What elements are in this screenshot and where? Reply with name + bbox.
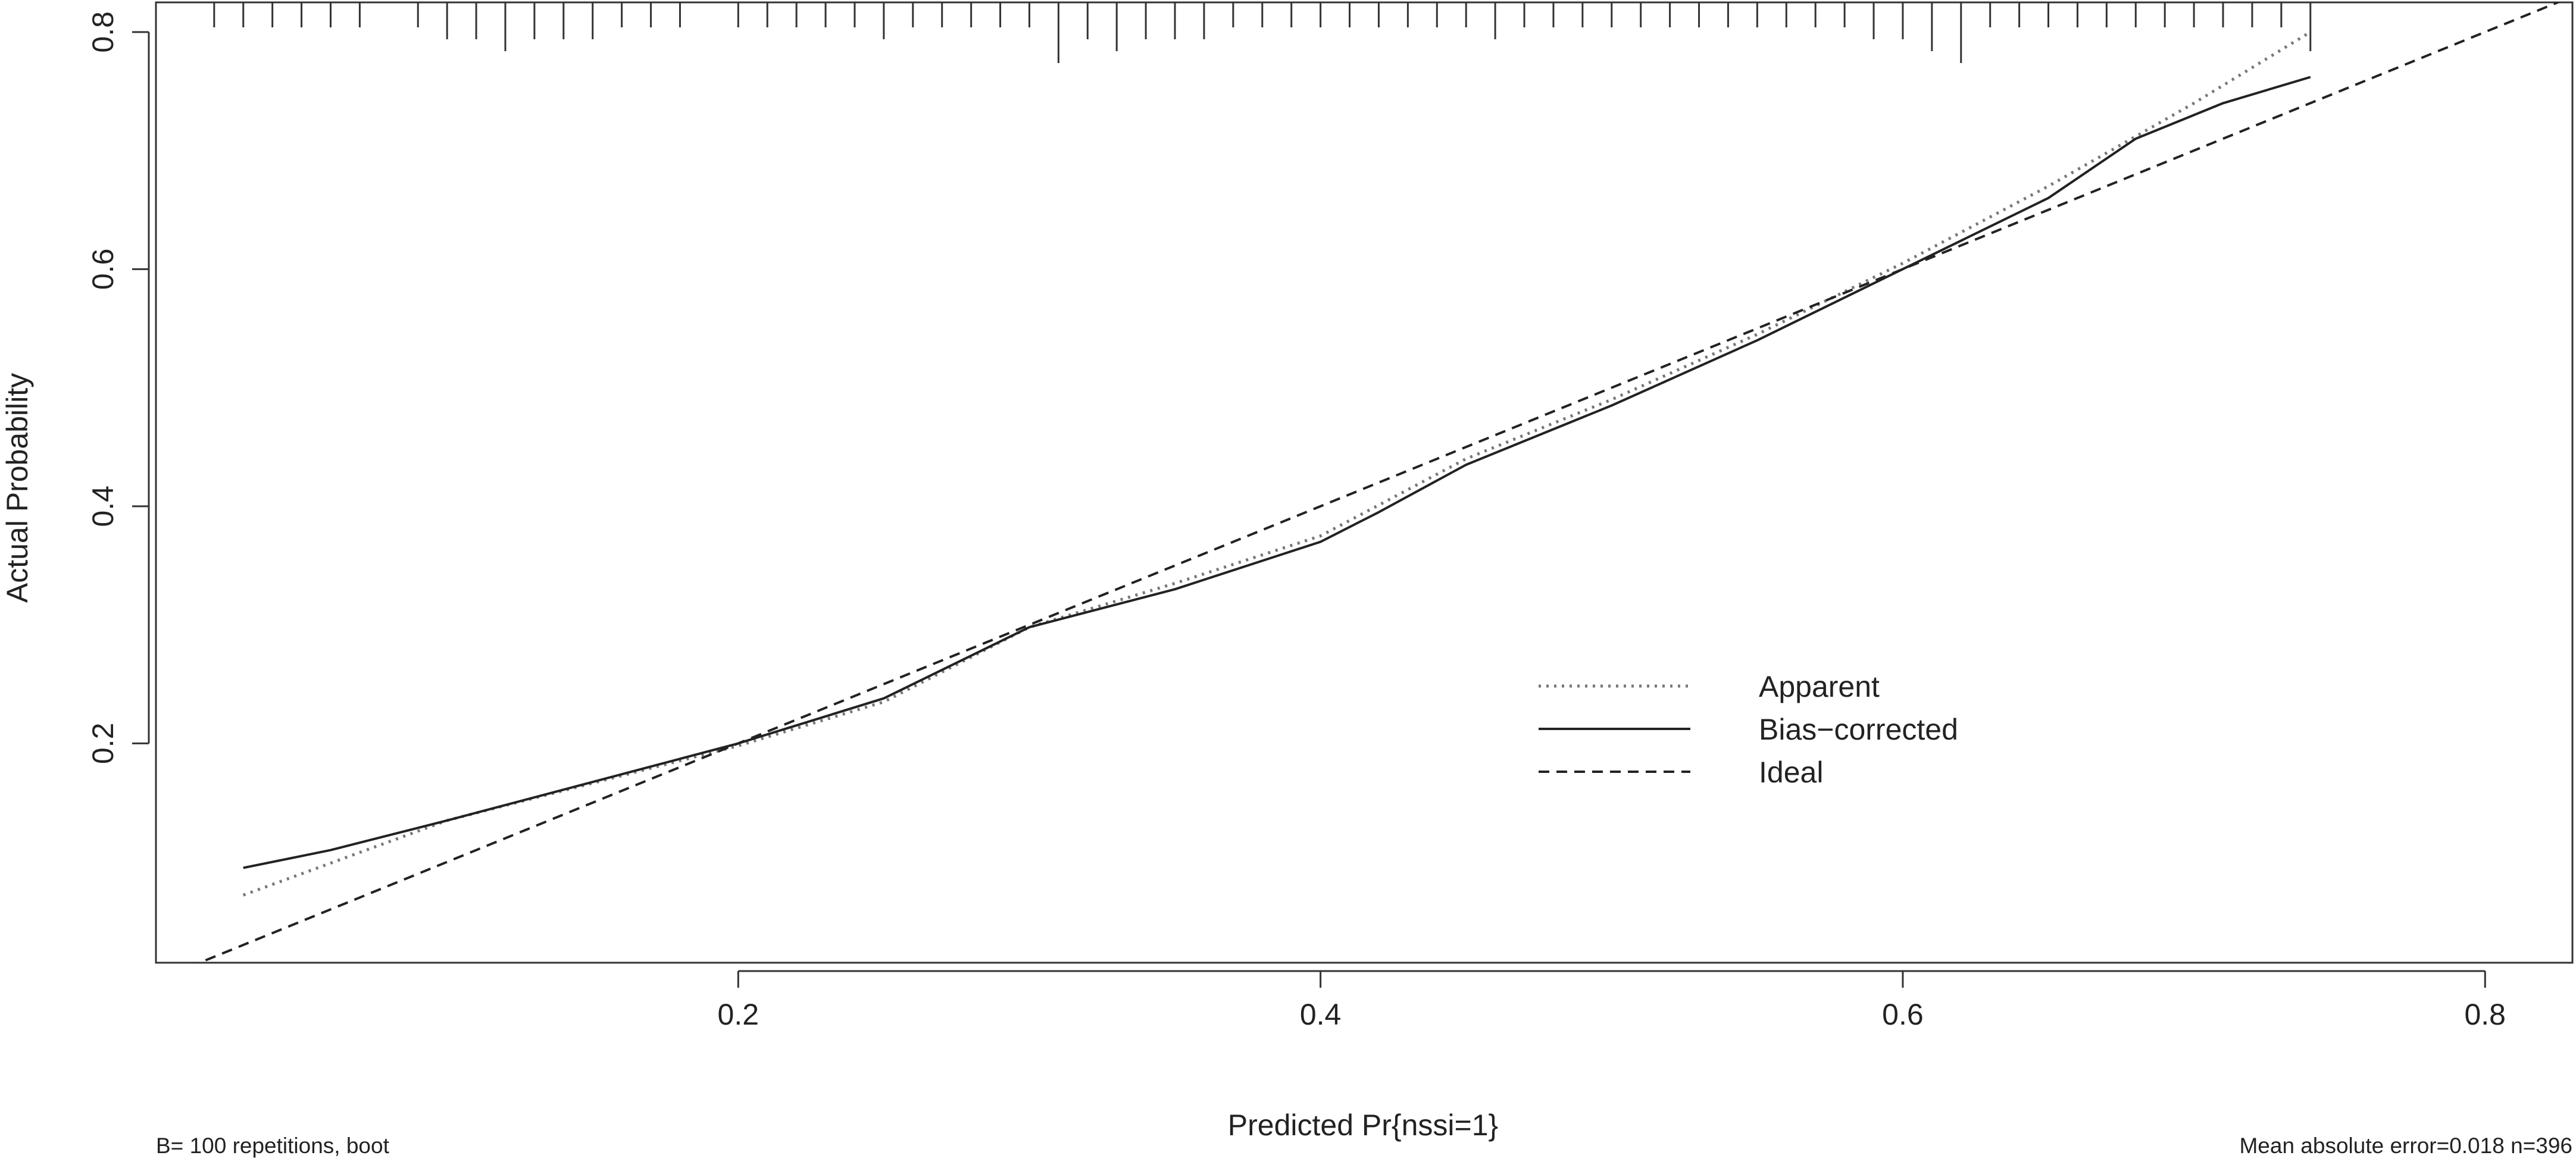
legend-label: Bias−corrected — [1759, 713, 1958, 746]
footer-left-note: B= 100 repetitions, boot — [156, 1133, 390, 1158]
series-line-apparent — [242, 30, 2312, 897]
x-axis: 0.2 0.4 0.6 0.8 — [718, 970, 2506, 1031]
y-tick-label: 0.6 — [86, 249, 120, 290]
legend: Apparent Bias−corrected Ideal — [1539, 670, 1958, 789]
series-line-ideal — [196, 2, 2561, 963]
x-tick-label: 0.2 — [718, 998, 759, 1031]
x-tick-label: 0.6 — [1882, 998, 1924, 1031]
legend-label: Ideal — [1759, 756, 1823, 789]
legend-label: Apparent — [1759, 670, 1880, 703]
y-tick-label: 0.4 — [86, 486, 120, 527]
x-tick-label: 0.8 — [2464, 998, 2506, 1031]
x-tick-label: 0.4 — [1300, 998, 1342, 1031]
series-lines — [196, 2, 2561, 963]
y-tick-label: 0.8 — [86, 11, 120, 53]
rug-marks — [155, 2, 2312, 63]
series-line-bias-corrected — [243, 76, 2311, 869]
plot-frame — [155, 1, 2574, 964]
y-axis: 0.2 0.4 0.6 0.8 — [86, 11, 150, 765]
y-axis-title: Actual Probability — [1, 373, 34, 603]
y-tick-label: 0.2 — [86, 723, 120, 765]
footer-right-note: Mean absolute error=0.018 n=396 — [2239, 1133, 2572, 1158]
x-axis-title: Predicted Pr{nssi=1} — [1228, 1108, 1498, 1142]
